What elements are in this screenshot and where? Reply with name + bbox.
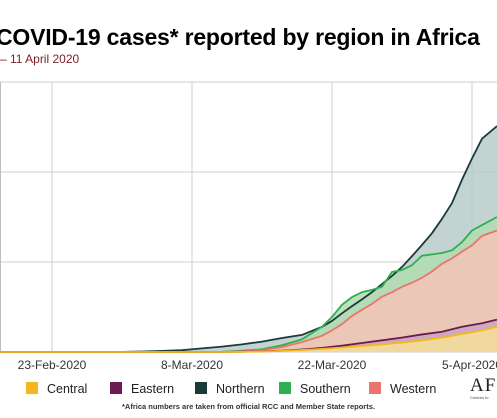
footnote: *Africa numbers are taken from official … — [0, 402, 497, 411]
logo-subtext: Centres fo — [470, 395, 488, 400]
legend-item-southern: Southern — [279, 382, 351, 396]
legend-item-central: Central — [26, 382, 87, 396]
legend-item-eastern: Eastern — [110, 382, 174, 396]
area-chart: 23-Feb-2020 8-Mar-2020 22-Mar-2020 5-Apr-20… — [0, 0, 497, 380]
x-tick-label: 8-Mar-2020 — [161, 358, 223, 372]
legend-label: Central — [47, 382, 87, 396]
legend-item-northern: Northern — [195, 382, 265, 396]
area-layer — [0, 126, 497, 352]
legend-swatch — [110, 382, 122, 394]
legend-label: Southern — [300, 382, 351, 396]
tick-layer: 23-Feb-2020 8-Mar-2020 22-Mar-2020 5-Apr-20… — [18, 358, 497, 372]
legend-label: Western — [390, 382, 436, 396]
legend: Central Eastern Northern Southern Western — [0, 380, 497, 400]
x-tick-label: 5-Apr-2020 — [442, 358, 497, 372]
legend-swatch — [26, 382, 38, 394]
x-tick-label: 23-Feb-2020 — [18, 358, 87, 372]
legend-item-western: Western — [369, 382, 436, 396]
legend-swatch — [279, 382, 291, 394]
x-tick-label: 22-Mar-2020 — [298, 358, 367, 372]
legend-swatch — [369, 382, 381, 394]
legend-label: Northern — [216, 382, 265, 396]
legend-swatch — [195, 382, 207, 394]
legend-label: Eastern — [131, 382, 174, 396]
logo: AFI — [470, 375, 497, 397]
